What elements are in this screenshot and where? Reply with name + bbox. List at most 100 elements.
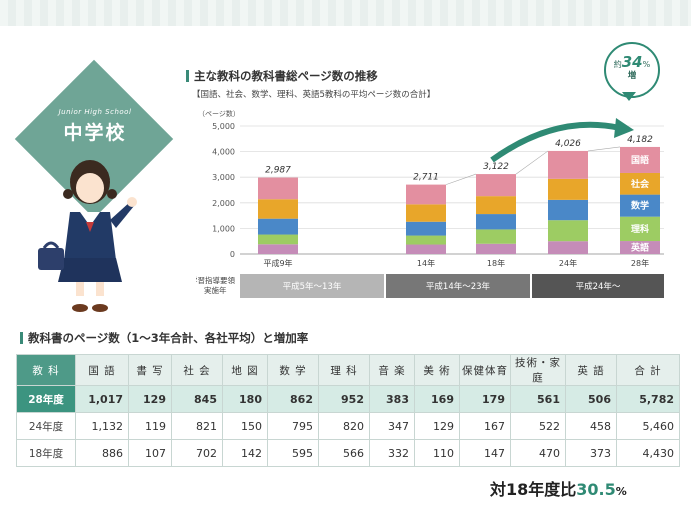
table-header-cell: 社 会 — [171, 354, 223, 386]
y-axis-label: （ページ数） — [198, 109, 240, 118]
footer-unit: % — [615, 485, 627, 498]
series-label-0: 英語 — [630, 242, 649, 254]
page-count-chart: （ページ数） 5,000 4,000 3,000 2,000 1,000 0 2,987 平成9… — [196, 109, 664, 298]
table-cell: 5,782 — [616, 385, 680, 413]
bar-total-label: 4,182 — [627, 135, 653, 145]
table-header-cell: 数 学 — [267, 354, 319, 386]
callout-tail — [622, 92, 636, 101]
table-cell: 595 — [267, 439, 319, 467]
increase-arrowhead — [614, 118, 634, 138]
bar-segment — [258, 244, 298, 254]
bar-segment — [406, 235, 446, 245]
table-header-cell: 合 計 — [616, 354, 680, 386]
table-cell: 169 — [414, 385, 460, 413]
table-cell: 821 — [171, 412, 223, 440]
table-cell: 566 — [318, 439, 370, 467]
bar-segment — [258, 234, 298, 245]
student-illustration — [38, 160, 137, 312]
policy-label: 学習指導要領 — [196, 275, 235, 285]
series-label-2: 数学 — [631, 200, 649, 212]
table-cell: 147 — [459, 439, 511, 467]
table-cell: 561 — [510, 385, 566, 413]
bar-segment — [620, 216, 660, 242]
policy-period-label: 平成5年〜13年 — [283, 281, 342, 292]
increase-arrow — [490, 121, 621, 163]
table-cell: 522 — [510, 412, 566, 440]
bar-segment — [548, 150, 588, 179]
table-row: 28年度 1,017 129 845 180 862 952 383 169 179 561 506 5… — [16, 385, 680, 413]
table-header-cell: 書 写 — [128, 354, 172, 386]
table-cell: 383 — [369, 385, 415, 413]
table-header-cell: 教 科 — [16, 354, 76, 386]
table-header-cell: 美 術 — [414, 354, 460, 386]
bar-total-label: 4,026 — [555, 139, 581, 149]
chart-title: 主な教科の教科書総ページ数の推移 — [186, 70, 378, 82]
table-cell: 5,460 — [616, 412, 680, 440]
policy-period-label: 平成14年〜23年 — [426, 281, 491, 292]
series-label-4: 国語 — [631, 154, 649, 166]
bar-segment — [406, 204, 446, 222]
y-tick-label: 3,000 — [212, 173, 235, 182]
table-cell: 1,132 — [75, 412, 129, 440]
table-cell: 952 — [318, 385, 370, 413]
table-cell: 862 — [267, 385, 319, 413]
table-cell: 506 — [565, 385, 617, 413]
table-cell: 110 — [414, 439, 460, 467]
bar-segment — [620, 146, 660, 173]
connector-line — [445, 173, 477, 185]
table-cell: 373 — [565, 439, 617, 467]
x-tick-label: 平成9年 — [263, 258, 292, 268]
table-cell: 107 — [128, 439, 172, 467]
table-cell: 458 — [565, 412, 617, 440]
table-cell: 167 — [459, 412, 511, 440]
connector-line — [515, 150, 549, 175]
bar-segment — [476, 214, 516, 230]
y-tick-label: 1,000 — [212, 224, 235, 233]
bar-segment — [476, 243, 516, 254]
bar-segment — [476, 196, 516, 215]
bar-segment — [476, 174, 516, 197]
bar-segment — [548, 199, 588, 221]
table-cell: 820 — [318, 412, 370, 440]
table-cell: 179 — [459, 385, 511, 413]
bar-segment — [476, 229, 516, 244]
table-cell: 332 — [369, 439, 415, 467]
x-tick-label: 28年 — [631, 258, 649, 268]
table-cell: 142 — [222, 439, 268, 467]
policy-band — [240, 274, 384, 298]
callout-prefix: 約 — [613, 60, 622, 69]
bar-segment — [620, 194, 660, 217]
x-tick-label: 18年 — [487, 258, 505, 268]
callout-value: 34 — [621, 53, 643, 71]
table-cell: 1,017 — [75, 385, 129, 413]
policy-period-label: 平成24年〜 — [576, 281, 621, 292]
table-cell: 795 — [267, 412, 319, 440]
bar-total-label: 2,987 — [265, 166, 291, 176]
y-tick-label: 5,000 — [212, 122, 235, 131]
badge-title: 中学校 — [63, 122, 127, 144]
bar-segment — [258, 177, 298, 200]
y-tick-label: 0 — [230, 250, 235, 259]
table-cell: 347 — [369, 412, 415, 440]
y-tick-label: 2,000 — [212, 199, 235, 208]
table-cell: 4,430 — [616, 439, 680, 467]
table-row: 18年度 886 107 702 142 595 566 332 110 147 470 373 4,4… — [16, 439, 680, 467]
policy-band — [532, 274, 664, 298]
bar-total-label: 3,122 — [483, 162, 509, 172]
policy-band — [386, 274, 530, 298]
table-cell: 150 — [222, 412, 268, 440]
bar-segment — [548, 178, 588, 200]
policy-label-2: 実施年 — [204, 285, 227, 295]
bar-segment — [406, 184, 446, 205]
table-header-cell: 音 楽 — [369, 354, 415, 386]
table-cell: 129 — [128, 385, 172, 413]
table-cell: 886 — [75, 439, 129, 467]
table-cell: 702 — [171, 439, 223, 467]
table-header-cell: 理 科 — [318, 354, 370, 386]
bar-segment — [620, 172, 660, 195]
bar-segment — [258, 218, 298, 235]
table-cell: 470 — [510, 439, 566, 467]
table-header-cell: 英 語 — [565, 354, 617, 386]
bar-segment — [548, 241, 588, 254]
y-tick-label: 4,000 — [212, 148, 235, 157]
